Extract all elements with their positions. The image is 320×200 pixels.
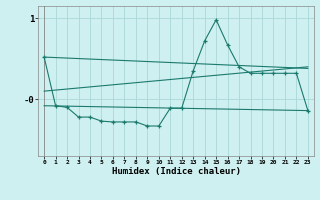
X-axis label: Humidex (Indice chaleur): Humidex (Indice chaleur) bbox=[111, 167, 241, 176]
